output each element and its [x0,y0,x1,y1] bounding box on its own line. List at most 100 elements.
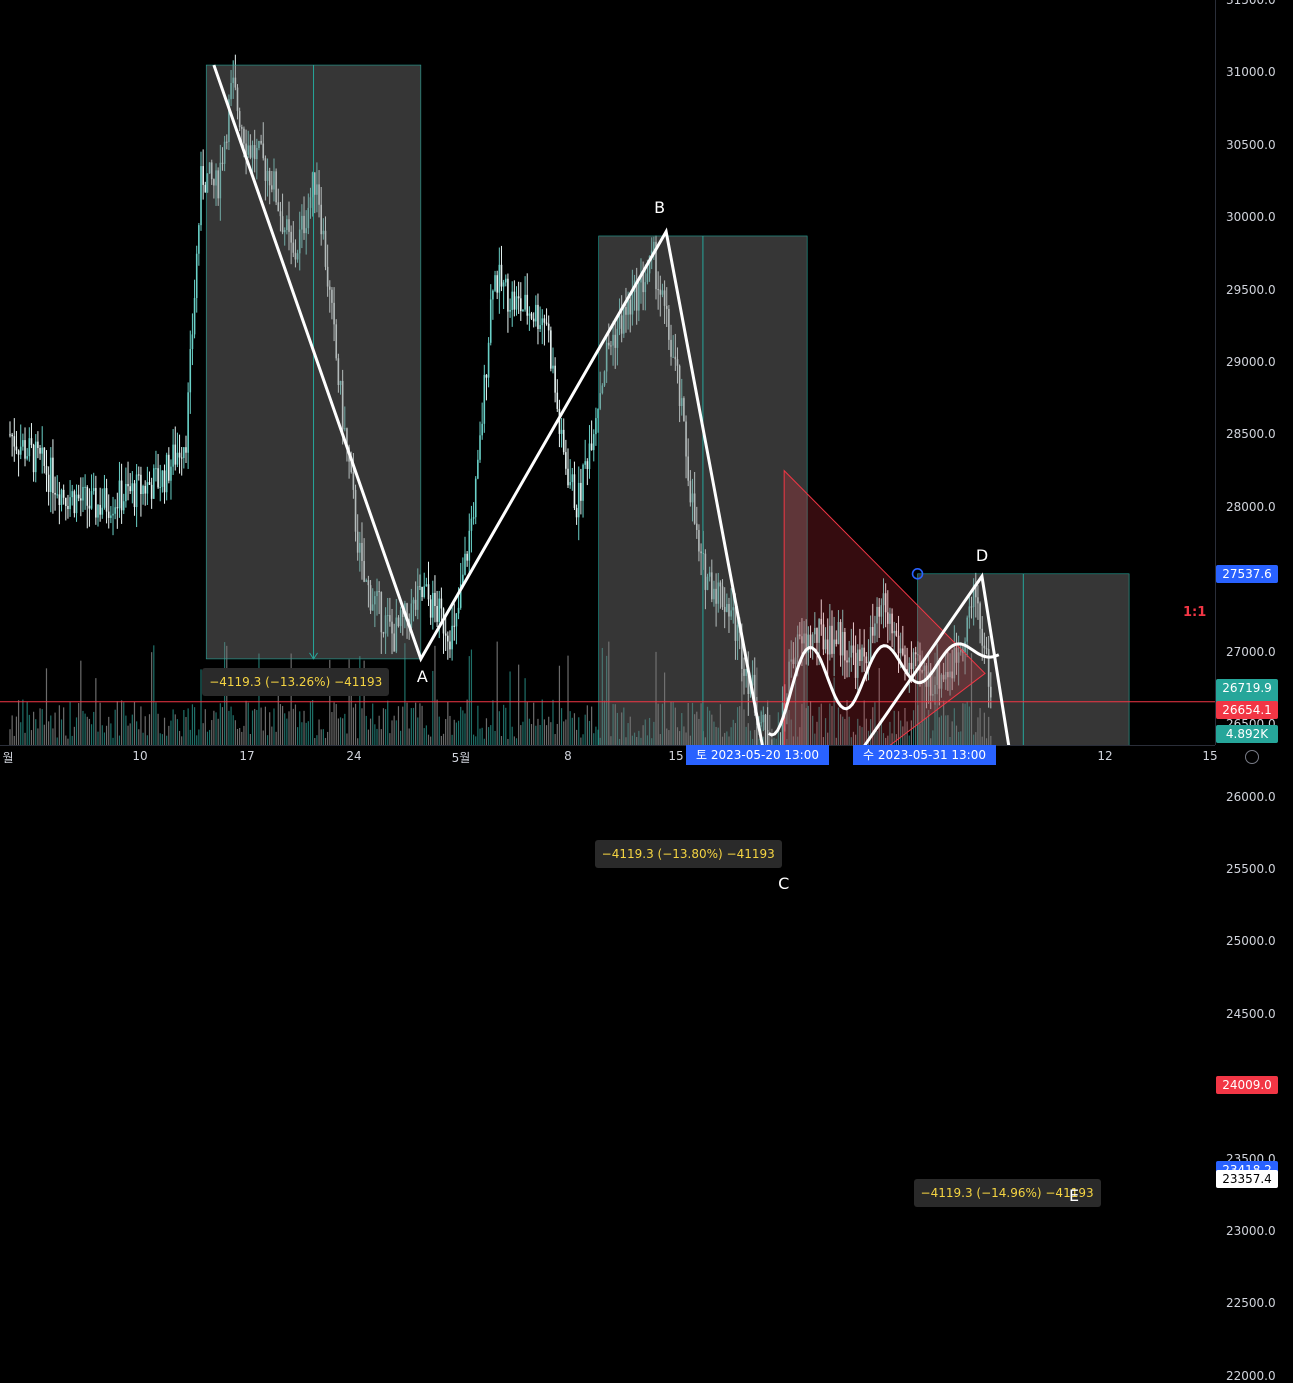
candle-body [204,184,207,193]
candle-body [753,674,756,713]
volume-bar [322,729,324,745]
time-axis[interactable]: 월 10 17 24 5월 8 15 12 15 [0,745,1218,766]
price-axis[interactable]: 22000.022500.023000.023500.024000.024500… [1215,0,1293,1383]
candle-body [788,661,790,698]
volume-bar [56,737,58,745]
volume-bar [254,708,256,745]
candle-body [260,140,262,144]
triangle-pattern[interactable] [783,469,986,745]
volume-bar [797,736,799,745]
volume-bar [415,702,417,745]
volume-bar [550,722,552,745]
candle-body [316,184,318,195]
volume-bar [43,724,45,745]
volume-bar [296,727,299,745]
candle-body [142,485,144,495]
candle-body [307,207,310,229]
candle-body [103,488,106,508]
candle-body [545,322,548,324]
volume-bar [90,724,93,745]
volume-bar [178,730,181,745]
candle-body [573,474,576,508]
volume-bar [288,711,290,745]
volume-bar [938,717,940,745]
candle-body [17,450,20,455]
measure-boxes[interactable] [205,64,1130,745]
candle-body [831,625,833,654]
volume-bar [498,711,500,745]
volume-bar [844,718,846,745]
candle-body [58,494,61,505]
volume-bar [144,716,146,745]
volume-bar [88,718,91,745]
candle-body [940,674,943,689]
volume-bar [505,707,507,745]
volume-bar [503,704,505,745]
candle-body [644,282,647,293]
candle-body [822,624,825,650]
volume-bar [155,702,157,745]
candle-body [88,505,91,509]
measure-label: −4119.3 (−13.26%) −41193 [202,667,390,696]
volume-bar [112,737,114,745]
candle-body [90,491,93,509]
candle-body [155,468,157,470]
volume-bar [157,713,159,745]
candle-body [796,634,799,658]
candle-body [524,294,526,310]
volume-bar [623,707,625,745]
candle-body [479,435,481,460]
candle-body [65,497,67,506]
candle-body [648,255,651,274]
volume-bar [232,715,234,745]
volume-bar [958,731,960,745]
volume-bar [395,720,397,745]
volume-bar [281,705,284,745]
volume-bar [337,718,339,745]
volume-bar [11,715,13,745]
volume-bar [988,716,990,745]
candle-body [944,671,947,680]
volume-bar [17,700,20,745]
candle-body [665,305,668,309]
volume-bar [103,732,106,745]
candle-body [125,483,127,502]
candle-body [183,447,185,459]
candle-body [101,507,104,515]
candle-body [474,478,477,518]
volume-bar [22,699,24,745]
volume-bar [648,717,651,745]
volume-bar [166,735,168,745]
candle-body [792,659,795,665]
candle-body [234,77,237,88]
candle-body [856,649,859,678]
price-chart[interactable] [0,0,1215,745]
volume-bar [127,725,129,745]
gear-icon[interactable] [1245,750,1259,764]
volume-bar [771,728,773,745]
candle-body [500,264,503,287]
elliott-wave-lines[interactable] [212,64,1165,745]
volume-bar [54,712,56,745]
volume-bar [970,653,973,745]
volume-bar [947,715,949,745]
volume-bar [751,738,754,745]
horizontal-lines[interactable] [0,701,1215,745]
candle-body [683,398,685,422]
candle-body [687,456,689,481]
volume-bar [365,715,367,745]
candle-body [382,632,385,634]
candle-body [326,266,329,287]
candle-body [170,466,172,481]
volume-bar [30,730,33,745]
candle-body [427,584,430,600]
volume-bar [378,715,380,745]
price-tick-label: 28500.0 [1226,427,1276,442]
volume-bar [125,715,127,745]
volume-bar [269,712,271,745]
volume-bar [560,708,563,745]
candle-body [987,648,990,687]
volume-bar [335,704,337,745]
volume-bar [148,714,151,745]
price-tick-label: 27000.0 [1226,644,1276,659]
